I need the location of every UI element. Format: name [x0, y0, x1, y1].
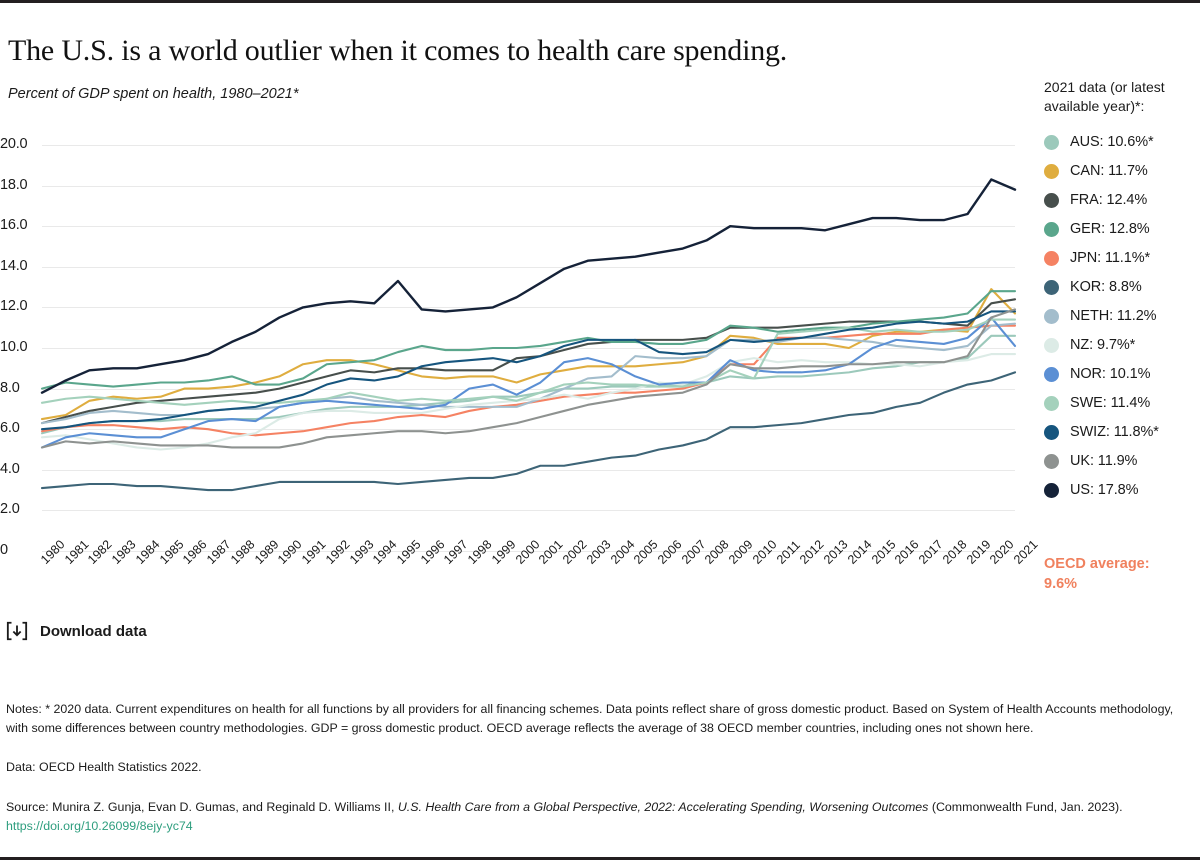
- legend-item-us[interactable]: US: 17.8%: [1044, 476, 1200, 505]
- legend-item-fra[interactable]: FRA: 12.4%: [1044, 186, 1200, 215]
- legend-label: CAN: 11.7%: [1070, 163, 1148, 180]
- legend-item-neth[interactable]: NETH: 11.2%: [1044, 302, 1200, 331]
- source-text: Source: Munira Z. Gunja, Evan D. Gumas, …: [6, 798, 1194, 836]
- y-axis-tick-label: 4.0: [0, 460, 20, 477]
- legend-label: SWE: 11.4%: [1070, 395, 1151, 412]
- legend-item-nor[interactable]: NOR: 10.1%: [1044, 360, 1200, 389]
- legend-color-swatch-fra: [1044, 192, 1059, 208]
- line-series-swe: [42, 320, 1015, 405]
- legend-item-swe[interactable]: SWE: 11.4%: [1044, 389, 1200, 418]
- x-axis-tick-label: 2021: [1011, 537, 1041, 567]
- legend-color-swatch-aus: [1044, 134, 1059, 150]
- legend-item-kor[interactable]: KOR: 8.8%: [1044, 273, 1200, 302]
- legend-color-swatch-jpn: [1044, 250, 1059, 266]
- line-series-uk: [42, 309, 1015, 447]
- legend-color-swatch-kor: [1044, 279, 1059, 295]
- line-series-nor: [42, 318, 1015, 448]
- legend-label: SWIZ: 11.8%*: [1070, 424, 1159, 441]
- line-series-group: [42, 145, 1015, 551]
- legend-label: NETH: 11.2%: [1070, 308, 1157, 325]
- legend-label: NOR: 10.1%: [1070, 366, 1151, 383]
- legend-item-jpn[interactable]: JPN: 11.1%*: [1044, 244, 1200, 273]
- legend-label: US: 17.8%: [1070, 482, 1139, 499]
- y-axis-tick-label: 2.0: [0, 501, 20, 518]
- page-title: The U.S. is a world outlier when it come…: [8, 34, 788, 68]
- y-axis-tick-label: 14.0: [0, 257, 28, 274]
- download-icon: [6, 620, 28, 642]
- source-title: U.S. Health Care from a Global Perspecti…: [397, 799, 929, 814]
- chart-subtitle: Percent of GDP spent on health, 1980–202…: [8, 86, 299, 102]
- gridline: [42, 185, 1015, 187]
- line-series-swiz: [42, 311, 1015, 429]
- legend-label: UK: 11.9%: [1070, 453, 1138, 470]
- legend-color-swatch-uk: [1044, 453, 1059, 469]
- legend-color-swatch-ger: [1044, 221, 1059, 237]
- legend-item-ger[interactable]: GER: 12.8%: [1044, 215, 1200, 244]
- legend-item-uk[interactable]: UK: 11.9%: [1044, 447, 1200, 476]
- legend-item-can[interactable]: CAN: 11.7%: [1044, 157, 1200, 186]
- gridline: [42, 226, 1015, 228]
- x-axis: 1980 1981 1982 1983 1984 1985 1986 1987 1988 1989…: [38, 537, 1041, 631]
- page-top-rule: [0, 0, 1200, 3]
- legend-item-aus[interactable]: AUS: 10.6%*: [1044, 128, 1200, 157]
- y-axis-tick-label: 10.0: [0, 339, 28, 355]
- gridline: [42, 348, 1015, 349]
- legend-label: GER: 12.8%: [1070, 221, 1150, 238]
- data-source-text: Data: OECD Health Statistics 2022.: [6, 760, 202, 775]
- legend-heading: 2021 data (or latest available year)*:: [1044, 78, 1200, 116]
- legend-color-swatch-can: [1044, 163, 1059, 179]
- legend-color-swatch-nor: [1044, 366, 1059, 382]
- gridline: [42, 145, 1015, 146]
- gridline: [42, 429, 1015, 431]
- line-series-aus: [42, 336, 1015, 433]
- page-bottom-rule: [0, 857, 1200, 860]
- y-axis-tick-label: 6.0: [0, 420, 20, 437]
- legend-color-swatch-nz: [1044, 337, 1059, 353]
- doi-link[interactable]: https://doi.org/10.26099/8ejy-yc74: [6, 818, 193, 833]
- y-axis-tick-label: 12.0: [0, 298, 28, 315]
- legend-color-swatch-swe: [1044, 395, 1059, 411]
- legend-heading-line1: 2021 data (or latest: [1044, 79, 1165, 95]
- oecd-average-value: 9.6%: [1044, 575, 1078, 592]
- gridline: [42, 307, 1015, 309]
- y-axis-tick-label: 0: [0, 542, 8, 558]
- plot-area: [42, 145, 1015, 552]
- legend-label: KOR: 8.8%: [1070, 279, 1142, 296]
- legend-label: AUS: 10.6%*: [1070, 134, 1154, 151]
- legend-color-swatch-neth: [1044, 308, 1059, 324]
- legend-heading-line2: available year)*:: [1044, 97, 1145, 114]
- legend-color-swatch-swiz: [1044, 424, 1059, 440]
- legend: 2021 data (or latest available year)*: A…: [1044, 78, 1200, 505]
- legend-item-swiz[interactable]: SWIZ: 11.8%*: [1044, 418, 1200, 447]
- line-series-us: [42, 180, 1015, 393]
- line-series-fra: [42, 299, 1015, 423]
- download-data-button[interactable]: Download data: [6, 620, 147, 642]
- legend-item-list: AUS: 10.6%* CAN: 11.7% FRA: 12.4% GER: 12.8…: [1044, 128, 1200, 505]
- source-prefix: Source: Munira Z. Gunja, Evan D. Gumas, …: [6, 799, 398, 814]
- source-suffix: (Commonwealth Fund, Jan. 2023).: [928, 799, 1123, 814]
- line-series-ger: [42, 291, 1015, 388]
- legend-label: JPN: 11.1%*: [1070, 250, 1151, 267]
- oecd-average-note: OECD average: 9.6%: [1044, 555, 1200, 594]
- download-data-label: Download data: [40, 622, 147, 640]
- oecd-average-label: OECD average:: [1044, 556, 1150, 572]
- legend-color-swatch-us: [1044, 482, 1059, 498]
- y-axis-tick-label: 18.0: [0, 176, 28, 193]
- legend-label: NZ: 9.7%*: [1070, 337, 1136, 354]
- line-series-kor: [42, 372, 1015, 490]
- gridline: [42, 266, 1015, 268]
- legend-label: FRA: 12.4%: [1070, 192, 1148, 209]
- line-series-can: [42, 289, 1015, 419]
- y-axis-tick-label: 20.0: [0, 136, 28, 152]
- y-axis-tick-label: 16.0: [0, 217, 28, 234]
- legend-item-nz[interactable]: NZ: 9.7%*: [1044, 331, 1200, 360]
- gridline: [42, 551, 1015, 552]
- gridline: [42, 510, 1015, 512]
- footnotes: Notes: * 2020 data. Current expenditures…: [6, 700, 1194, 836]
- y-axis-tick-label: 8.0: [0, 379, 20, 396]
- notes-text: Notes: * 2020 data. Current expenditures…: [6, 702, 1174, 736]
- chart-container: 20.0 18.0 16.0 14.0 12.0 10.0 8.0 6.0 4.0 2.0 0 19…: [0, 130, 1041, 570]
